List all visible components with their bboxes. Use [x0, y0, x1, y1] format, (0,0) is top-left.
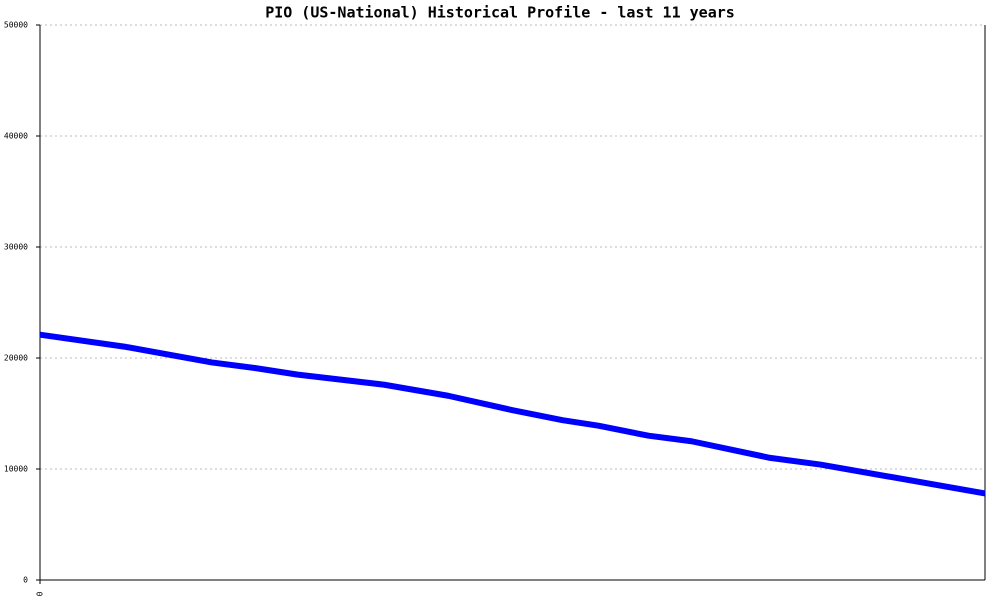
y-tick-label: 40000: [4, 132, 28, 141]
y-tick-label: 0: [23, 576, 28, 585]
y-tick-label: 10000: [4, 465, 28, 474]
x-tick-label: 0: [36, 591, 45, 596]
chart-title: PIO (US-National) Historical Profile - l…: [265, 4, 735, 22]
y-tick-label: 50000: [4, 21, 28, 30]
y-tick-label: 30000: [4, 243, 28, 252]
y-tick-label: 20000: [4, 354, 28, 363]
data-line: [39, 331, 986, 497]
